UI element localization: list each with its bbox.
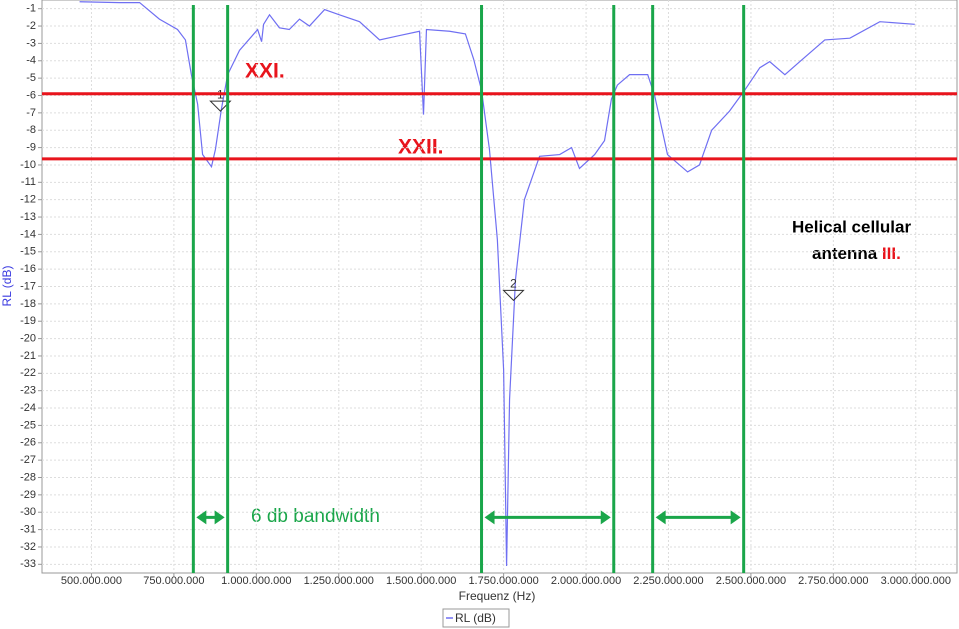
y-tick-label: -26 (20, 437, 36, 449)
y-tick-label: -29 (20, 489, 36, 501)
x-tick-label: 2.250.000.000 (633, 575, 703, 587)
y-tick-label: -24 (20, 402, 36, 414)
y-tick-label: -9 (26, 141, 36, 153)
y-tick-label: -33 (20, 558, 36, 570)
x-tick-label: 2.500.000.000 (716, 575, 786, 587)
annotation: XXII. (398, 136, 444, 159)
y-tick-label: -18 (20, 298, 36, 310)
marker (209, 100, 232, 112)
y-tick-label: -14 (20, 228, 36, 240)
marker (502, 289, 525, 302)
legend-box (442, 608, 510, 628)
y-tick-label: -7 (26, 107, 36, 119)
y-tick-label: -6 (26, 89, 36, 101)
arrow-head (214, 510, 225, 525)
y-tick-label: -1 (26, 3, 36, 15)
x-tick-label: 750.000.000 (143, 575, 204, 587)
antenna-label-number: III. (882, 244, 901, 263)
y-tick-label: -25 (20, 419, 36, 431)
y-tick-label: -8 (26, 124, 36, 136)
y-tick-label: -16 (20, 263, 36, 275)
y-tick-label: -3 (26, 37, 36, 49)
x-tick-label: 500.000.000 (61, 575, 122, 587)
y-tick-label: -22 (20, 367, 36, 379)
y-tick-label: -19 (20, 315, 36, 327)
y-tick-label: -27 (20, 454, 36, 466)
x-tick-label: 2.750.000.000 (798, 575, 868, 587)
y-tick-label: -4 (26, 55, 36, 67)
y-tick-label: -11 (21, 176, 36, 188)
antenna-label: antenna III. (812, 244, 901, 263)
y-tick-label: -5 (26, 72, 36, 84)
annotation: XXI. (245, 60, 285, 83)
y-tick-label: -13 (20, 211, 36, 223)
marker-label: 2 (510, 277, 517, 291)
x-tick-label: 1.000.000.000 (221, 575, 291, 587)
antenna-label-text: antenna (812, 244, 878, 263)
x-tick-label: 2.000.000.000 (551, 575, 621, 587)
y-tick-label: -15 (20, 246, 36, 258)
arrow-head (655, 510, 666, 525)
x-tick-label: 1.500.000.000 (386, 575, 456, 587)
annotation: 6 db bandwidth (251, 506, 380, 527)
y-tick-label: -30 (20, 506, 36, 518)
y-tick-label: -10 (20, 159, 36, 171)
y-tick-label: -17 (20, 280, 36, 292)
legend: RL (dB) (442, 608, 510, 628)
arrow-head (730, 510, 741, 525)
y-tick-label: -31 (20, 523, 36, 535)
y-tick-label: -23 (20, 385, 36, 397)
y-tick-label: -21 (20, 350, 36, 362)
x-tick-label: 1.750.000.000 (468, 575, 538, 587)
y-tick-label: -32 (20, 541, 36, 553)
x-axis-label: Frequenz (Hz) (459, 589, 536, 603)
y-axis-label: RL (dB) (0, 266, 14, 307)
y-tick-label: -12 (20, 194, 36, 206)
x-tick-label: 1.250.000.000 (304, 575, 374, 587)
x-tick-label: 3.000.000.000 (881, 575, 951, 587)
arrow-head (484, 510, 495, 525)
y-tick-label: -28 (20, 471, 36, 483)
legend-label: RL (dB) (455, 611, 496, 625)
y-tick-label: -20 (20, 332, 36, 344)
antenna-label: Helical cellular (792, 217, 911, 236)
arrow-head (600, 510, 611, 525)
y-tick-label: -2 (26, 20, 36, 32)
arrow-head (196, 510, 207, 525)
